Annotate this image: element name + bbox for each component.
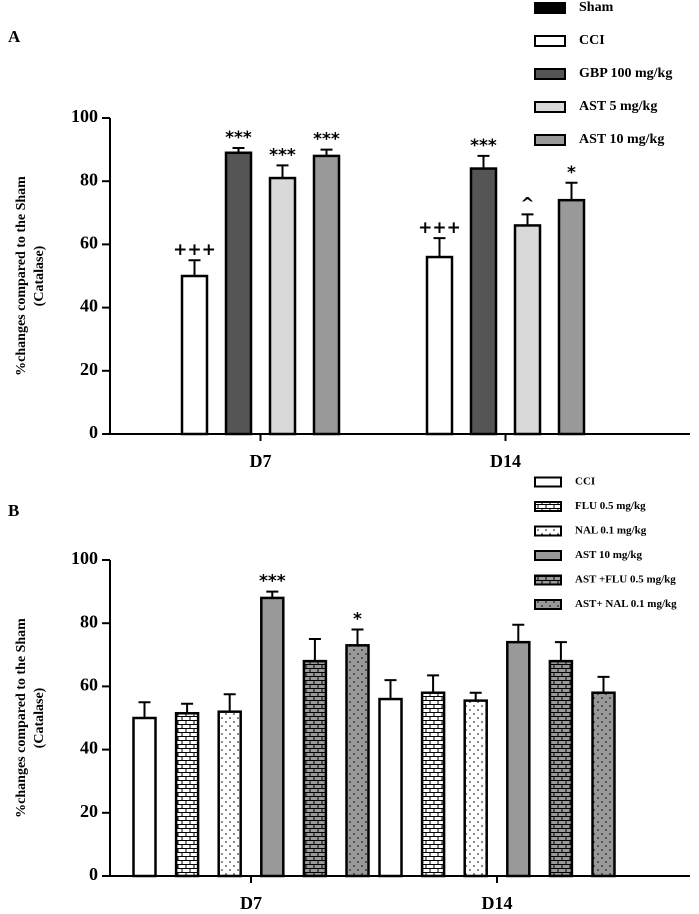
error-bar	[276, 164, 289, 179]
error-bar	[433, 237, 446, 258]
error-bar	[477, 154, 490, 169]
bar	[180, 274, 209, 436]
error-bar	[181, 702, 194, 714]
bar	[425, 255, 454, 436]
y-axis-label: %changes compared to the Sham	[14, 618, 29, 818]
legend-label: AST 10 mg/kg	[575, 549, 643, 561]
legend-label: NAL 0.1 mg/kg	[575, 525, 647, 537]
bar	[548, 659, 574, 878]
bar	[224, 151, 253, 436]
x-tick-label: D14	[482, 893, 513, 913]
bar	[302, 659, 328, 878]
bar	[312, 154, 341, 436]
error-bar	[266, 590, 279, 598]
y-tick-label: 80	[80, 611, 98, 631]
y-tick-label: 20	[80, 801, 98, 821]
legend-swatch	[534, 35, 566, 47]
bar	[557, 198, 586, 436]
legend-label: AST 10 mg/kg	[579, 132, 664, 147]
significance: *	[567, 163, 576, 183]
bar	[345, 644, 370, 878]
x-tick-label: D14	[490, 451, 521, 471]
y-tick-label: 60	[80, 233, 98, 253]
y-tick-label: 0	[89, 422, 98, 442]
y-tick-label: 80	[80, 169, 98, 189]
bar	[463, 699, 488, 878]
legend-label: AST+ NAL 0.1 mg/kg	[575, 598, 677, 610]
x-tick-label: D7	[250, 451, 272, 471]
y-tick-label: 0	[89, 864, 98, 884]
bar	[420, 691, 446, 878]
bar	[378, 697, 403, 878]
legend-label: GBP 100 mg/kg	[579, 66, 672, 81]
y-tick-label: 40	[80, 738, 98, 758]
legend-swatch	[534, 550, 562, 561]
error-bar	[351, 628, 364, 646]
error-bar	[138, 701, 151, 718]
bar	[591, 691, 616, 878]
error-bar	[427, 674, 440, 693]
y-tick-label: 100	[71, 548, 98, 568]
legend-swatch	[534, 501, 562, 512]
error-bar	[320, 148, 333, 156]
bar	[506, 640, 531, 878]
legend-swatch	[534, 68, 566, 80]
legend-label: CCI	[575, 476, 595, 488]
bar	[469, 167, 498, 436]
panel-label: A	[8, 27, 21, 46]
error-bar	[223, 693, 236, 712]
y-axis-label: %changes compared to the Sham	[14, 176, 29, 376]
error-bar	[384, 679, 397, 700]
bar	[217, 710, 242, 878]
error-bar	[188, 259, 201, 276]
legend-label: Sham	[579, 0, 614, 15]
error-bar	[521, 213, 534, 226]
significance: ***	[470, 136, 497, 156]
bar	[513, 224, 542, 436]
legend-label: AST +FLU 0.5 mg/kg	[575, 574, 676, 586]
error-bar	[565, 181, 578, 201]
error-bar	[554, 641, 567, 662]
y-tick-label: 20	[80, 359, 98, 379]
legend-swatch	[534, 574, 562, 586]
y-axis-label: (Catalase)	[32, 687, 47, 748]
significance: ***	[259, 572, 286, 592]
panel-label: B	[8, 501, 19, 520]
bar	[268, 176, 297, 436]
significance: *	[353, 610, 362, 630]
significance: ***	[313, 130, 340, 150]
bar	[174, 712, 200, 878]
error-bar	[597, 675, 610, 693]
legend-swatch	[534, 525, 562, 537]
error-bar	[512, 623, 525, 643]
x-tick-label: D7	[240, 893, 262, 913]
error-bar	[469, 691, 482, 701]
legend-label: AST 5 mg/kg	[579, 99, 657, 114]
significance: ***	[225, 128, 252, 148]
legend-label: FLU 0.5 mg/kg	[575, 500, 646, 512]
significance: +++	[173, 240, 216, 260]
y-tick-label: 60	[80, 675, 98, 695]
error-bar	[232, 147, 245, 153]
legend-swatch	[534, 476, 562, 488]
y-tick-label: 100	[71, 106, 98, 126]
bar	[260, 596, 285, 878]
legend-swatch	[534, 599, 562, 610]
legend-swatch	[534, 2, 566, 14]
y-tick-label: 40	[80, 296, 98, 316]
significance: ***	[269, 145, 296, 165]
significance: +++	[418, 218, 461, 238]
legend-swatch	[534, 101, 566, 113]
bar	[132, 716, 157, 878]
error-bar	[308, 638, 321, 662]
legend-label: CCI	[579, 33, 605, 48]
legend-swatch	[534, 134, 566, 146]
significance: ^	[520, 194, 534, 214]
y-axis-label: (Catalase)	[32, 245, 47, 306]
